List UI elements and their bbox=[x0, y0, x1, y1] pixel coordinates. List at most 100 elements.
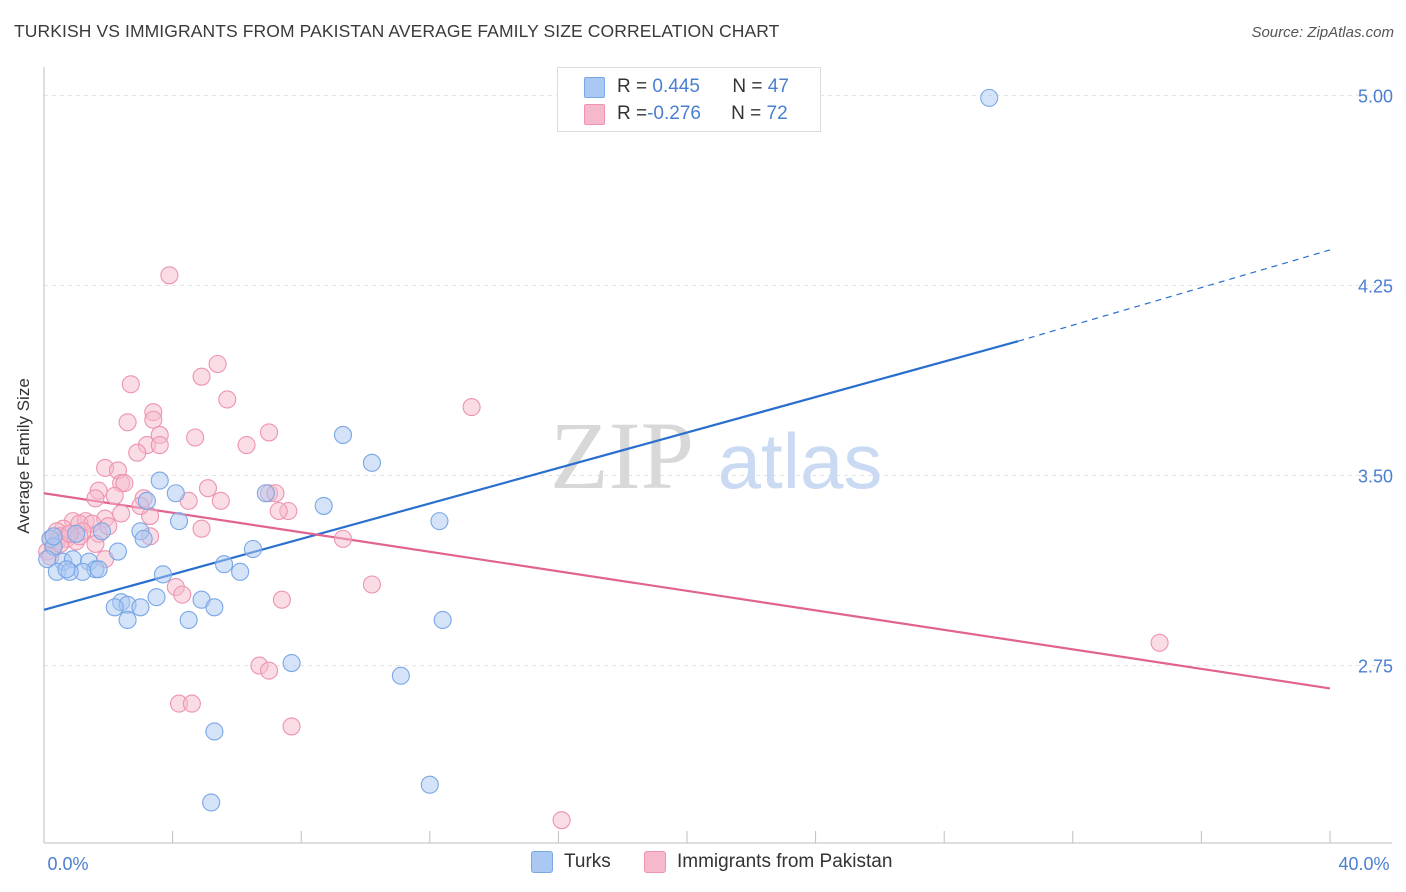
pakistan-n-value: 72 bbox=[766, 103, 788, 124]
y-tick-label: 3.50 bbox=[1358, 467, 1393, 487]
turks-swatch bbox=[584, 76, 605, 98]
pakistan-point bbox=[186, 428, 205, 447]
y-tick-label: 4.25 bbox=[1358, 276, 1393, 296]
pakistan-point bbox=[1150, 633, 1169, 652]
pakistan-point bbox=[150, 436, 169, 455]
pakistan-point bbox=[86, 489, 105, 508]
turks-point bbox=[214, 555, 234, 574]
turks-legend-swatch bbox=[531, 851, 553, 873]
watermark-atlas: atlas bbox=[718, 417, 883, 505]
turks-point bbox=[420, 775, 439, 794]
pakistan-point bbox=[121, 375, 140, 394]
pakistan-point bbox=[198, 479, 218, 498]
watermark-zip: ZIP bbox=[550, 402, 694, 509]
turks-point bbox=[131, 598, 150, 617]
turks-points bbox=[38, 88, 999, 812]
series-legend: Turks Immigrants from Pakistan bbox=[0, 851, 1406, 877]
pakistan-legend-label: Immigrants from Pakistan bbox=[677, 851, 893, 872]
turks-point bbox=[147, 588, 166, 607]
pakistan-swatch bbox=[584, 103, 605, 125]
axes bbox=[43, 67, 1392, 844]
turks-point bbox=[169, 512, 189, 531]
turks-point bbox=[57, 560, 76, 579]
gridlines bbox=[44, 94, 1392, 667]
pakistan-point bbox=[192, 519, 211, 538]
turks-n-label: N = bbox=[732, 76, 763, 97]
pakistan-point bbox=[237, 436, 256, 455]
pakistan-point bbox=[128, 443, 147, 462]
pakistan-point bbox=[259, 423, 279, 442]
pakistan-r-label: R = bbox=[617, 103, 648, 124]
pakistan-r-value: -0.276 bbox=[647, 103, 701, 124]
turks-point bbox=[980, 88, 999, 107]
x-tick-labels: 0.0% 40.0% bbox=[47, 854, 1389, 874]
turks-point bbox=[150, 471, 169, 490]
pakistan-point bbox=[192, 367, 211, 386]
turks-n-value: 47 bbox=[767, 76, 789, 97]
turks-point bbox=[153, 565, 173, 584]
legend-item-pakistan[interactable]: Immigrants from Pakistan bbox=[644, 851, 892, 873]
stats-legend: R = 0.445 N = 47 R = -0.276 N = 72 bbox=[557, 67, 821, 132]
y-tick-labels: 2.75 3.50 4.25 5.00 bbox=[1358, 86, 1393, 676]
pakistan-point bbox=[208, 354, 227, 374]
pakistan-trend-line bbox=[43, 492, 1331, 690]
turks-point bbox=[314, 496, 333, 515]
turks-point bbox=[333, 425, 353, 445]
pakistan-point bbox=[259, 661, 279, 680]
turks-point bbox=[92, 522, 111, 541]
source-label: Source: ZipAtlas.com bbox=[1251, 24, 1394, 41]
pakistan-point bbox=[144, 410, 163, 429]
pakistan-point bbox=[118, 413, 137, 432]
turks-point bbox=[166, 484, 185, 503]
pakistan-points bbox=[38, 266, 1169, 830]
y-tick-label: 5.00 bbox=[1358, 86, 1393, 106]
turks-point bbox=[134, 529, 153, 548]
turks-point bbox=[44, 527, 63, 546]
turks-point bbox=[137, 491, 156, 510]
pakistan-point bbox=[115, 474, 134, 493]
legend-item-turks[interactable]: Turks bbox=[531, 851, 611, 873]
pakistan-point bbox=[182, 694, 201, 713]
turks-point bbox=[243, 539, 263, 559]
pakistan-point bbox=[282, 717, 301, 736]
turks-point bbox=[231, 562, 250, 581]
pakistan-point bbox=[462, 398, 481, 417]
turks-trend-line bbox=[43, 340, 1019, 611]
pakistan-n-label: N = bbox=[731, 103, 762, 124]
turks-point bbox=[38, 550, 57, 569]
turks-trend-extension bbox=[1017, 249, 1331, 342]
pakistan-point bbox=[362, 575, 381, 594]
watermark: ZIP atlas bbox=[550, 402, 882, 509]
pakistan-point bbox=[272, 590, 291, 609]
pakistan-point bbox=[269, 501, 288, 521]
turks-point bbox=[433, 610, 452, 630]
turks-point bbox=[282, 654, 301, 673]
turks-point bbox=[430, 512, 449, 531]
pakistan-point bbox=[218, 390, 237, 409]
turks-r-value: 0.445 bbox=[652, 76, 700, 97]
x-tick-label-min: 0.0% bbox=[47, 854, 88, 874]
pakistan-legend-swatch bbox=[644, 851, 666, 873]
pakistan-point bbox=[112, 504, 131, 523]
trend-lines bbox=[43, 249, 1331, 690]
legend-row-turks: R = 0.445 N = 47 bbox=[584, 74, 789, 100]
turks-point bbox=[118, 610, 137, 630]
turks-point bbox=[179, 610, 198, 630]
x-tick-label-max: 40.0% bbox=[1338, 854, 1389, 874]
pakistan-point bbox=[105, 486, 124, 505]
turks-point bbox=[205, 598, 224, 617]
turks-point bbox=[202, 793, 221, 812]
turks-point bbox=[205, 722, 224, 741]
turks-point bbox=[362, 453, 381, 472]
pakistan-point bbox=[552, 811, 571, 830]
turks-r-label: R = bbox=[617, 76, 648, 97]
pakistan-point bbox=[333, 529, 353, 548]
y-tick-label: 2.75 bbox=[1358, 657, 1393, 677]
pakistan-point bbox=[211, 491, 230, 510]
turks-point bbox=[67, 524, 86, 543]
pakistan-point bbox=[173, 585, 192, 604]
pakistan-point bbox=[160, 266, 179, 285]
turks-point bbox=[256, 484, 275, 503]
turks-legend-label: Turks bbox=[564, 851, 611, 872]
